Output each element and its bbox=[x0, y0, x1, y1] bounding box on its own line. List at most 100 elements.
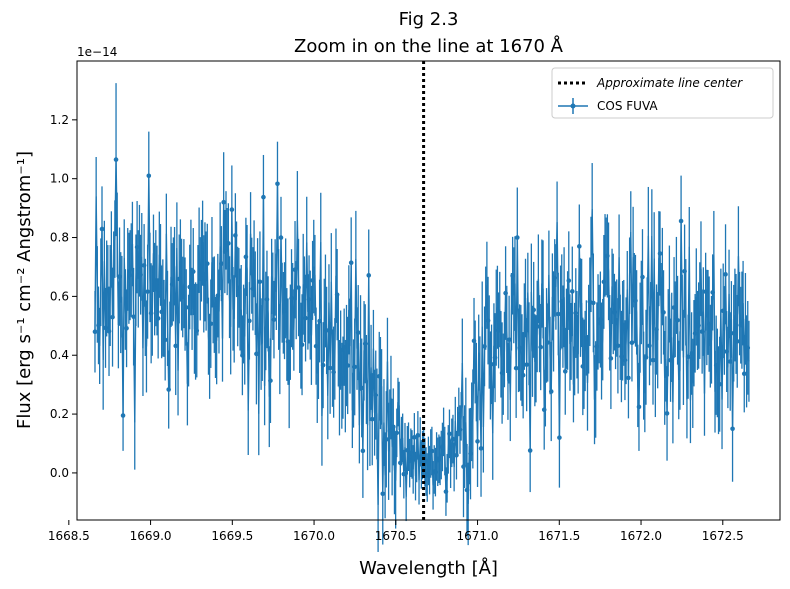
data-point bbox=[548, 389, 554, 394]
data-point bbox=[166, 387, 171, 392]
data-point bbox=[538, 344, 544, 350]
y-tick-label: 0.2 bbox=[50, 407, 69, 421]
data-point bbox=[734, 339, 740, 344]
data-point bbox=[306, 297, 312, 302]
data-point bbox=[250, 286, 256, 292]
data-point bbox=[577, 244, 582, 249]
data-point bbox=[299, 342, 305, 348]
data-point bbox=[605, 253, 610, 259]
data-point bbox=[668, 357, 673, 363]
data-point bbox=[201, 281, 207, 287]
data-point bbox=[730, 426, 735, 432]
data-point bbox=[615, 343, 621, 349]
data-point bbox=[275, 181, 280, 187]
data-point bbox=[212, 302, 217, 307]
data-point bbox=[331, 369, 336, 375]
data-point bbox=[310, 278, 315, 283]
data-point bbox=[338, 347, 343, 353]
data-point bbox=[215, 293, 221, 298]
data-point bbox=[359, 385, 365, 391]
data-point bbox=[436, 456, 442, 462]
data-point bbox=[723, 272, 728, 277]
data-point bbox=[622, 357, 628, 363]
data-point bbox=[633, 298, 638, 304]
data-point bbox=[394, 430, 400, 436]
data-point bbox=[478, 446, 484, 451]
data-point bbox=[506, 337, 512, 342]
data-point bbox=[183, 305, 189, 310]
data-point bbox=[503, 290, 508, 296]
data-point bbox=[229, 207, 235, 212]
y-tick-label: 1.0 bbox=[50, 172, 69, 186]
data-point bbox=[376, 373, 382, 379]
y-tick-label: 0.4 bbox=[50, 348, 69, 362]
data-point bbox=[594, 344, 600, 349]
data-point bbox=[352, 364, 357, 370]
data-point bbox=[552, 275, 558, 281]
data-point bbox=[555, 311, 561, 317]
x-tick-label: 1669.0 bbox=[130, 529, 172, 543]
data-point bbox=[247, 318, 252, 324]
x-tick-label: 1672.0 bbox=[620, 529, 662, 543]
data-point bbox=[591, 300, 596, 306]
x-tick-label: 1671.0 bbox=[457, 529, 499, 543]
data-point bbox=[573, 310, 579, 316]
data-point bbox=[587, 299, 593, 305]
chart-title: Fig 2.3 bbox=[399, 9, 459, 30]
data-point bbox=[390, 424, 396, 430]
data-point bbox=[190, 269, 196, 274]
data-point bbox=[180, 294, 186, 300]
data-point bbox=[145, 289, 150, 294]
data-point bbox=[710, 290, 715, 295]
data-point bbox=[236, 285, 242, 291]
data-point bbox=[120, 413, 126, 418]
data-point bbox=[204, 261, 210, 266]
data-point bbox=[194, 328, 200, 333]
data-point bbox=[99, 226, 105, 232]
data-point bbox=[138, 272, 143, 277]
data-point bbox=[152, 286, 157, 292]
data-point bbox=[117, 274, 122, 279]
data-point bbox=[559, 299, 565, 304]
data-point bbox=[496, 328, 501, 333]
data-point bbox=[636, 404, 642, 410]
data-point bbox=[598, 317, 603, 322]
data-point bbox=[717, 381, 722, 387]
x-tick-label: 1669.5 bbox=[211, 529, 253, 543]
data-point bbox=[685, 354, 691, 360]
data-point bbox=[706, 321, 712, 327]
data-point bbox=[426, 458, 431, 464]
data-point bbox=[569, 289, 575, 294]
data-point bbox=[282, 308, 287, 313]
data-point bbox=[629, 340, 635, 345]
data-point bbox=[401, 471, 407, 477]
data-point bbox=[412, 435, 417, 440]
data-point bbox=[405, 447, 410, 453]
data-point bbox=[110, 314, 115, 320]
legend-series-label: COS FUVA bbox=[597, 99, 658, 113]
data-point bbox=[127, 272, 133, 278]
data-point bbox=[741, 371, 747, 377]
data-point bbox=[355, 330, 361, 335]
data-point bbox=[647, 343, 652, 349]
data-point bbox=[264, 297, 270, 302]
data-point bbox=[447, 431, 452, 437]
data-point bbox=[271, 317, 277, 322]
data-point bbox=[134, 244, 140, 250]
data-point bbox=[289, 295, 294, 301]
chart-subtitle: Zoom in on the line at 1670 Å bbox=[294, 35, 564, 57]
data-point bbox=[657, 251, 663, 256]
data-point bbox=[475, 439, 480, 444]
data-point bbox=[661, 310, 666, 315]
data-point bbox=[243, 254, 249, 260]
y-tick-label: 0.0 bbox=[50, 466, 69, 480]
data-point bbox=[601, 279, 607, 285]
data-point bbox=[383, 437, 389, 442]
data-point bbox=[408, 450, 414, 456]
data-point bbox=[233, 233, 238, 238]
data-point bbox=[155, 316, 161, 321]
data-point bbox=[461, 464, 466, 469]
data-point bbox=[699, 329, 705, 334]
data-point bbox=[369, 416, 375, 422]
data-point bbox=[566, 278, 572, 283]
